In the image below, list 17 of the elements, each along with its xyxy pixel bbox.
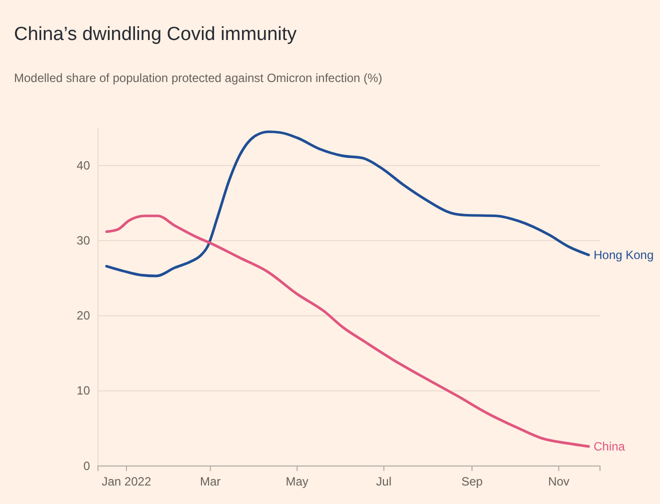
x-tick-label: Sep xyxy=(461,474,484,489)
line-series xyxy=(105,130,590,278)
y-tick-label: 0 xyxy=(83,458,90,473)
y-tick-label: 20 xyxy=(76,308,90,323)
x-tick-label: Jan 2022 xyxy=(102,474,152,489)
y-tick-label: 40 xyxy=(76,158,90,172)
x-tick-label: May xyxy=(286,474,308,489)
x-tick-label: Mar xyxy=(200,474,221,489)
chart-title: China’s dwindling Covid immunity xyxy=(14,24,298,45)
y-tick-label: 10 xyxy=(76,384,90,398)
line-series xyxy=(105,214,590,448)
series-label: China xyxy=(594,439,626,454)
x-tick-label: Jul xyxy=(376,474,392,489)
y-tick-label: 30 xyxy=(76,234,90,248)
series-label: Hong Kong xyxy=(594,248,654,262)
chart-subtitle: Modelled share of population protected against Omicron infection (%) xyxy=(14,71,382,85)
x-tick-label: Nov xyxy=(548,474,570,489)
